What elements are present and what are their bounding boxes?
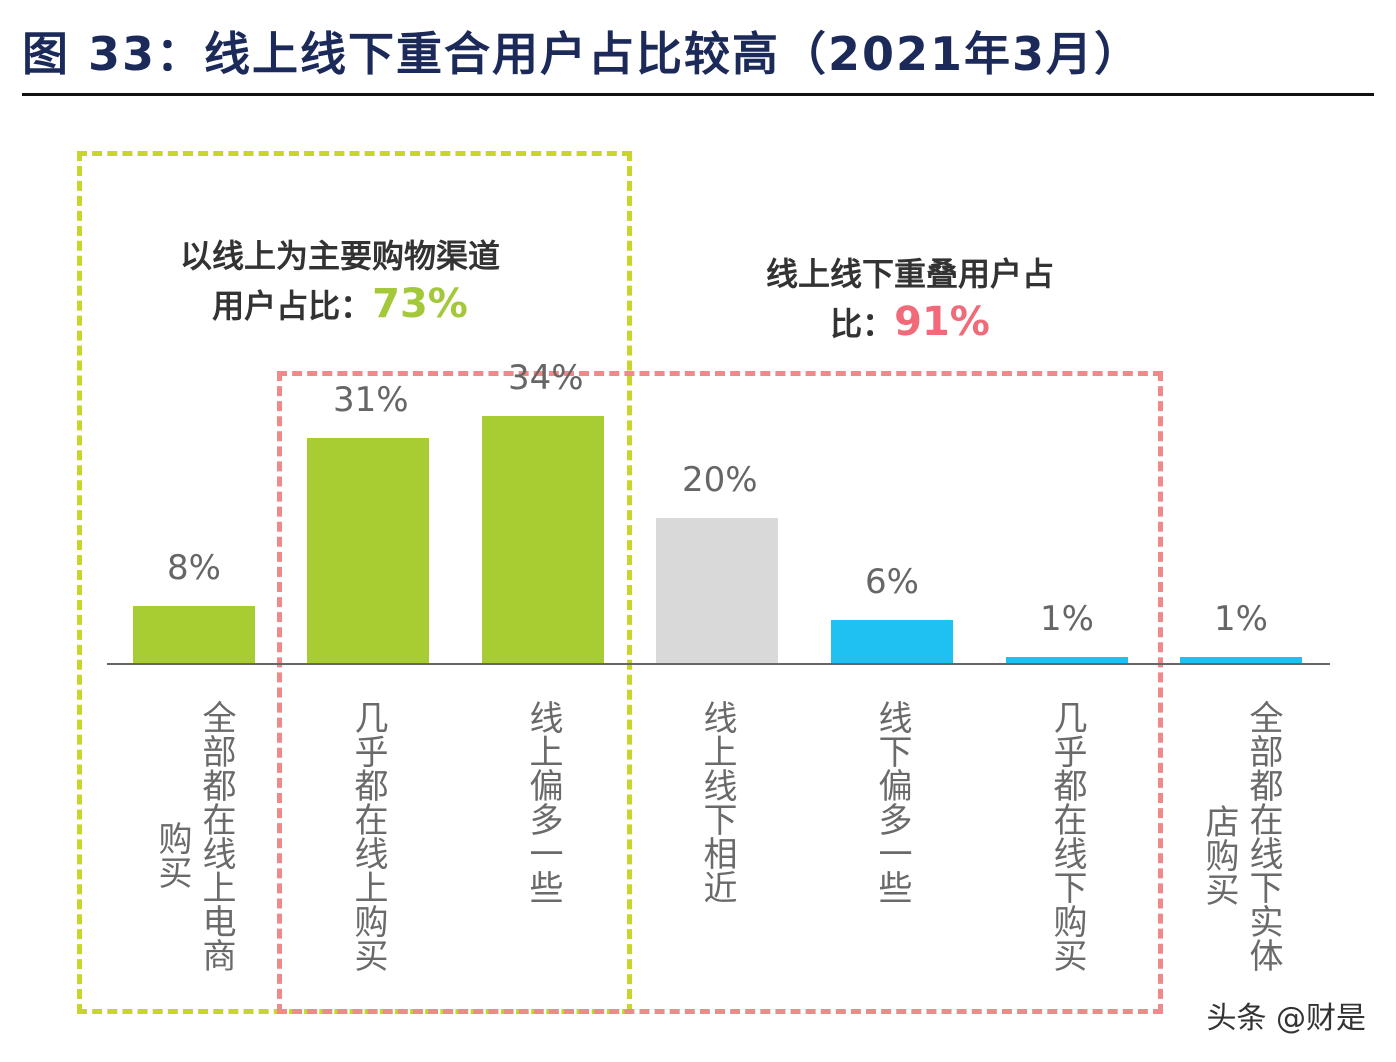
category-label-line: 全部都在线下实体 [1243,700,1283,972]
bar-5 [831,620,953,664]
bar-4 [656,518,778,664]
overlap-value: 91% [894,299,990,345]
category-label-line: 几乎都在线上购买 [348,700,388,972]
bar-6 [1006,656,1128,664]
bar-2 [307,437,429,664]
category-label: 线下偏多一些 [812,700,972,1010]
category-label: 几乎都在线上购买 [288,700,448,1010]
category-label-line: 线下偏多一些 [872,700,912,904]
title-rule [22,93,1374,96]
category-label-line: 几乎都在线下购买 [1047,700,1087,972]
category-label-line: 全部都在线上电商 [196,700,236,972]
category-label-line: 线上偏多一些 [523,700,563,904]
category-label: 线上线下相近 [637,700,797,1010]
online-main-annotation: 以线上为主要购物渠道用户占比：73% [170,232,510,330]
online-main-text: 以线上为主要购物渠道用户占比： [179,237,500,325]
category-label-line: 店购买 [1199,804,1239,906]
value-label: 20% [682,460,758,500]
category-label-line: 购买 [152,821,192,889]
value-label: 31% [333,379,409,420]
bar-7 [1180,656,1302,664]
category-label: 全部都在线上电商 购买 [114,700,274,1010]
category-label-line: 线上线下相近 [697,700,737,904]
value-label: 1% [1214,598,1268,639]
value-label: 6% [865,562,919,603]
category-label: 全部都在线下实体 店购买 [1161,700,1321,1010]
category-label: 几乎都在线下购买 [987,700,1147,1010]
online-main-value: 73% [372,281,468,327]
bar-3 [482,415,604,664]
value-label: 8% [167,547,221,588]
value-label: 34% [508,357,584,398]
overlap-group-box [277,371,1163,1014]
x-axis-line [107,663,1330,665]
category-label: 线上偏多一些 [463,700,623,1010]
value-label: 1% [1040,598,1094,639]
watermark: 头条 @财是 [1206,1001,1366,1036]
figure-title: 图 33：线上线下重合用户占比较高（2021年3月） [22,27,1143,81]
overlap-text: 线上线下重叠用户占比： [765,255,1054,343]
bar-1 [133,605,255,664]
overlap-annotation: 线上线下重叠用户占比：91% [760,250,1060,348]
